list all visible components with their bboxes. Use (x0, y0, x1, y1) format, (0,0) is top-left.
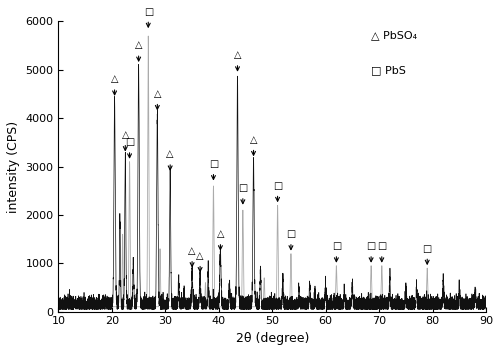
Text: △ PbSO₄: △ PbSO₄ (370, 30, 416, 40)
Y-axis label: intensity (CPS): intensity (CPS) (7, 120, 20, 213)
Text: △: △ (154, 89, 161, 109)
Text: △: △ (234, 50, 241, 71)
Text: □: □ (273, 181, 282, 201)
Text: △: △ (250, 135, 258, 155)
X-axis label: 2θ (degree): 2θ (degree) (236, 332, 309, 345)
Text: □: □ (238, 183, 248, 204)
Text: △: △ (166, 149, 174, 170)
Text: □: □ (332, 241, 341, 262)
Text: □: □ (422, 244, 432, 264)
Text: □: □ (144, 7, 153, 27)
Text: □: □ (366, 241, 376, 262)
Text: □: □ (125, 137, 134, 158)
Text: △: △ (111, 74, 118, 95)
Text: △: △ (188, 246, 196, 266)
Text: △: △ (216, 229, 224, 250)
Text: △: △ (135, 40, 142, 61)
Text: □: □ (209, 159, 218, 180)
Text: □ PbS: □ PbS (370, 65, 406, 75)
Text: △: △ (196, 251, 204, 271)
Text: △: △ (122, 130, 129, 150)
Text: □: □ (286, 229, 296, 250)
Text: □: □ (377, 241, 386, 262)
